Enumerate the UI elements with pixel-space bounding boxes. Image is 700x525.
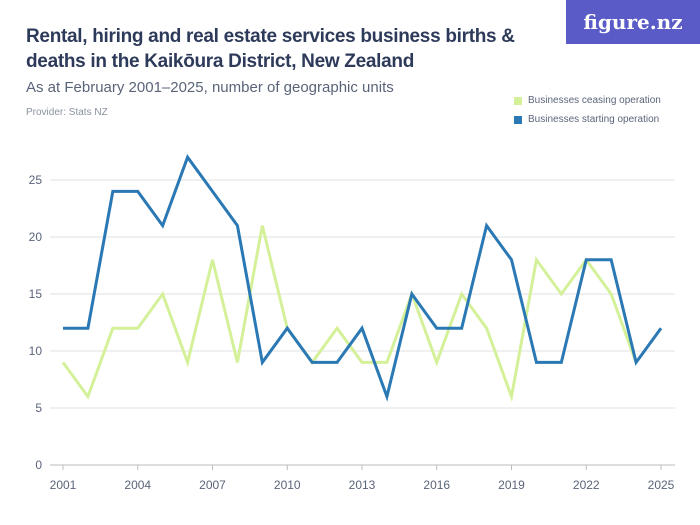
x-tick-label: 2019 [498, 478, 525, 492]
x-tick-label: 2013 [349, 478, 376, 492]
y-tick-label: 0 [35, 458, 42, 472]
y-tick-label: 15 [29, 287, 43, 301]
legend-item-starting: Businesses starting operation [514, 114, 659, 125]
x-tick-label: 2001 [50, 478, 77, 492]
legend-label: Businesses starting operation [528, 114, 660, 125]
y-tick-label: 20 [29, 230, 43, 244]
series-line-ceasing [61, 225, 638, 403]
y-tick-label: 25 [29, 173, 43, 187]
provider-label: Provider: Stats NZ [26, 107, 108, 118]
y-tick-label: 10 [29, 344, 43, 358]
x-tick-label: 2016 [423, 478, 450, 492]
chart-subtitle: As at February 2001–2025, number of geog… [26, 79, 394, 96]
x-tick-label: 2022 [573, 478, 600, 492]
figure-nz-logo[interactable]: figure.nz [566, 0, 700, 44]
x-tick-label: 2004 [124, 478, 151, 492]
x-tick-label: 2007 [199, 478, 226, 492]
legend-label: Businesses ceasing operation [528, 95, 661, 106]
x-tick-label: 2010 [274, 478, 301, 492]
series-line-starting [63, 154, 663, 402]
y-tick-label: 5 [35, 401, 42, 415]
chart-title: Rental, hiring and real estate services … [26, 26, 515, 72]
x-tick-label: 2025 [648, 478, 675, 492]
legend-item-ceasing: Businesses ceasing operation [514, 95, 661, 106]
legend-swatch [514, 96, 522, 105]
legend-swatch [514, 115, 522, 124]
